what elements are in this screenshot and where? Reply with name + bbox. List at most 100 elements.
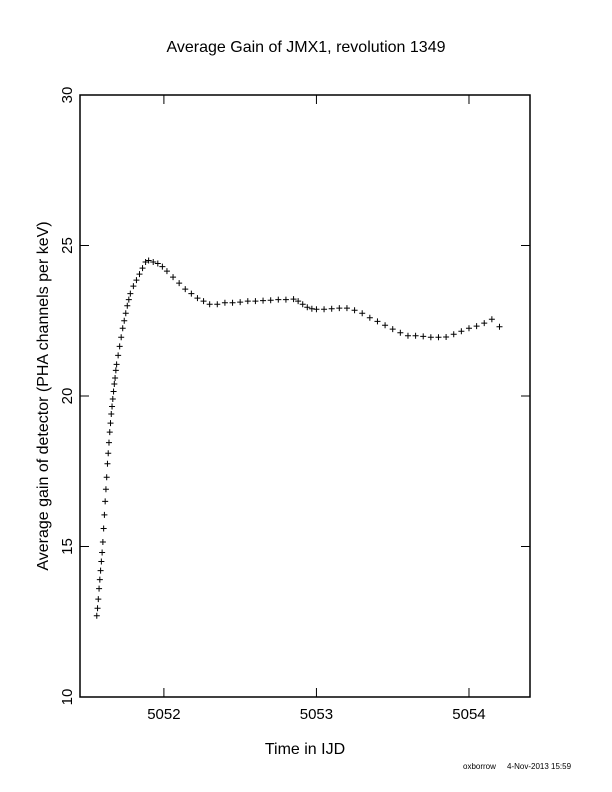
chart-title: Average Gain of JMX1, revolution 1349 (167, 39, 446, 56)
data-point (420, 333, 427, 340)
data-point (99, 549, 106, 556)
data-point (115, 352, 122, 359)
data-point (119, 325, 126, 332)
y-axis-label: Average gain of detector (PHA channels p… (35, 221, 52, 570)
data-point (267, 297, 274, 304)
data-point (113, 361, 120, 368)
data-point (244, 298, 251, 305)
data-point (359, 310, 366, 317)
data-point (397, 329, 404, 336)
x-tick-label: 5053 (300, 706, 333, 723)
data-point (237, 299, 244, 306)
data-point (188, 290, 195, 297)
y-axis-ticks: 10 15 20 25 30 (59, 87, 530, 706)
data-point (170, 274, 177, 281)
data-point (100, 525, 107, 532)
data-point (124, 302, 131, 309)
data-point (136, 271, 143, 278)
footer-datetime: 4-Nov-2013 15:59 (507, 762, 572, 771)
data-point (104, 460, 111, 467)
data-point (252, 298, 259, 305)
data-point (427, 334, 434, 341)
data-point (102, 486, 109, 493)
data-point (465, 325, 472, 332)
data-point (105, 439, 112, 446)
data-point (214, 301, 221, 308)
data-point (200, 298, 207, 305)
data-point (96, 585, 103, 592)
data-point (101, 511, 108, 518)
data-point (412, 332, 419, 339)
data-point (221, 299, 228, 306)
x-axis-ticks: 5052 5053 5054 (147, 95, 486, 723)
data-point (450, 331, 457, 338)
data-point (159, 263, 166, 270)
data-point (93, 612, 100, 619)
data-point (336, 305, 343, 312)
data-point (404, 332, 411, 339)
plot-frame (79, 94, 531, 698)
data-point (133, 277, 140, 284)
data-point (130, 283, 137, 290)
data-point (366, 314, 373, 321)
data-point (112, 374, 119, 381)
data-point (94, 605, 101, 612)
y-tick-label: 10 (59, 689, 76, 706)
data-point (299, 301, 306, 308)
data-point (154, 260, 161, 267)
data-point (96, 576, 103, 583)
data-point (321, 306, 328, 313)
y-tick-label: 30 (59, 87, 76, 104)
data-point (110, 388, 117, 395)
data-point (108, 411, 115, 418)
data-point (351, 307, 358, 314)
footer-author: oxborrow (463, 762, 496, 771)
data-point (102, 498, 109, 505)
data-point (111, 380, 118, 387)
x-tick-label: 5052 (147, 706, 180, 723)
data-point (260, 297, 267, 304)
data-point (150, 259, 157, 266)
data-point (282, 296, 289, 303)
data-point (122, 310, 129, 317)
data-point (107, 420, 114, 427)
data-point (328, 305, 335, 312)
data-point (99, 538, 106, 545)
data-point (229, 299, 236, 306)
data-point (343, 305, 350, 312)
data-point (313, 306, 320, 313)
data-point (435, 334, 442, 341)
data-point (118, 334, 125, 341)
data-point (142, 259, 149, 266)
data-point (125, 296, 132, 303)
x-axis-label: Time in IJD (265, 741, 345, 758)
y-tick-label: 15 (59, 538, 76, 555)
data-point (473, 323, 480, 330)
data-point (290, 296, 297, 303)
data-point (105, 450, 112, 457)
data-point (109, 396, 116, 403)
data-point (109, 403, 116, 410)
data-point (481, 320, 488, 327)
data-point (488, 316, 495, 323)
data-point (106, 429, 113, 436)
data-point (97, 567, 104, 574)
data-points (93, 257, 503, 619)
data-point (163, 268, 170, 275)
data-point (127, 290, 134, 297)
data-point (496, 323, 503, 330)
data-point (382, 322, 389, 329)
data-point (443, 334, 450, 341)
data-point (112, 367, 119, 374)
data-point (308, 305, 315, 312)
data-point (95, 596, 102, 603)
y-tick-label: 25 (59, 237, 76, 254)
data-point (145, 257, 152, 264)
data-point (458, 328, 465, 335)
data-point (206, 301, 213, 308)
data-point (176, 280, 183, 287)
data-point (374, 318, 381, 325)
data-point (139, 265, 146, 272)
data-point (194, 295, 201, 302)
